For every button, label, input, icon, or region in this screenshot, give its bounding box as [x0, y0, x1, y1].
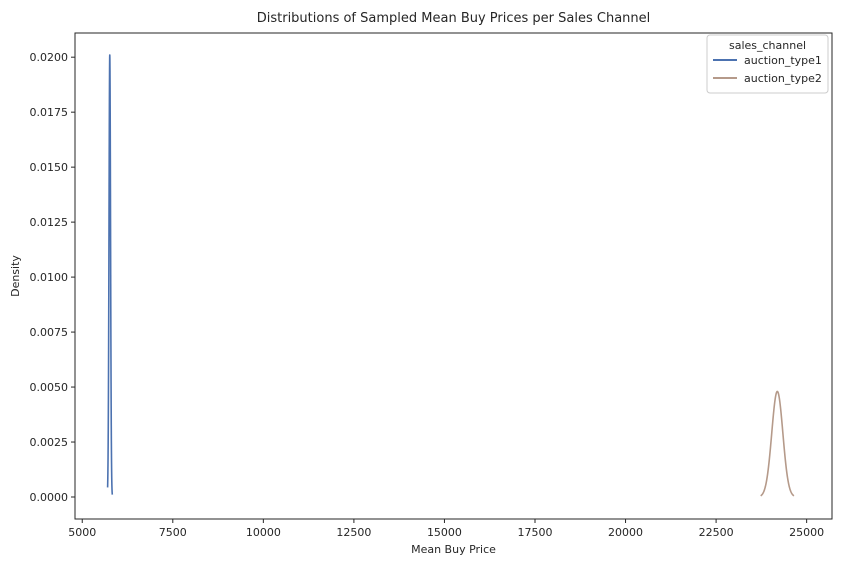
legend-items: auction_type1 auction_type2 — [713, 54, 822, 85]
x-tick-label: 15000 — [427, 526, 462, 539]
x-tick-label: 10000 — [246, 526, 281, 539]
y-axis: 0.0000 0.0025 0.0050 0.0075 0.0100 0.0125 0.01… — [30, 51, 75, 504]
x-axis-title: Mean Buy Price — [411, 543, 496, 556]
legend-label-auction-type2: auction_type2 — [744, 72, 822, 85]
x-tick-label: 17500 — [517, 526, 552, 539]
x-tick-label: 5000 — [68, 526, 96, 539]
x-tick-label: 25000 — [789, 526, 824, 539]
y-tick-label: 0.0050 — [30, 381, 69, 394]
plot-frame — [74, 32, 833, 520]
y-tick-label: 0.0125 — [30, 216, 69, 229]
legend-label-auction-type1: auction_type1 — [744, 54, 822, 67]
y-tick-label: 0.0175 — [30, 106, 69, 119]
y-tick-label: 0.0000 — [30, 491, 69, 504]
series-layer — [106, 54, 795, 497]
y-tick-label: 0.0025 — [30, 436, 69, 449]
x-tick-label: 12500 — [336, 526, 371, 539]
y-tick-label: 0.0200 — [30, 51, 69, 64]
x-tick-label: 22500 — [699, 526, 734, 539]
x-tick-label: 7500 — [159, 526, 187, 539]
chart-title: Distributions of Sampled Mean Buy Prices… — [257, 11, 651, 26]
legend: sales_channel auction_type1 auction_type2 — [706, 34, 829, 94]
y-tick-label: 0.0100 — [30, 271, 69, 284]
series-line-auction-type2 — [760, 390, 795, 497]
y-axis-title: Density — [9, 255, 22, 297]
y-tick-label: 0.0075 — [30, 326, 69, 339]
y-tick-label: 0.0150 — [30, 161, 69, 174]
x-tick-label: 20000 — [608, 526, 643, 539]
legend-box — [706, 34, 829, 94]
x-axis: 5000 7500 10000 12500 15000 17500 20000 22500 25… — [68, 519, 824, 539]
legend-title: sales_channel — [729, 39, 806, 52]
series-line-auction-type1 — [106, 54, 114, 496]
